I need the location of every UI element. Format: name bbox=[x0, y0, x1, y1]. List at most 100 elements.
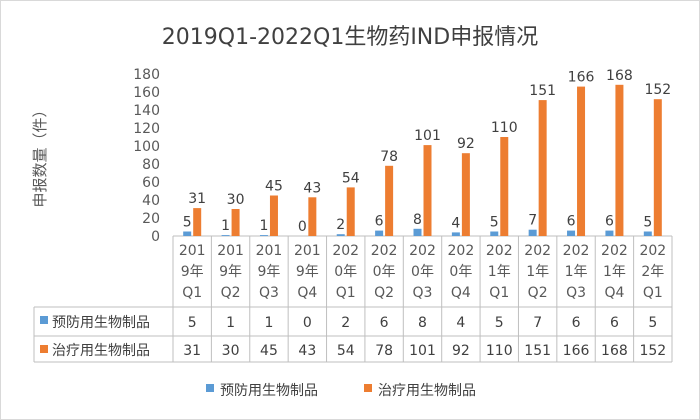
data-label-治疗用生物制品: 101 bbox=[414, 128, 441, 144]
y-tick-label: 40 bbox=[142, 193, 160, 209]
x-tick-label: 202 bbox=[409, 243, 436, 259]
y-tick-label: 60 bbox=[142, 175, 160, 191]
data-label-预防用生物制品: 5 bbox=[183, 215, 192, 231]
bar-治疗用生物制品 bbox=[385, 165, 394, 236]
x-tick-label: Q1 bbox=[489, 285, 509, 301]
data-label-治疗用生物制品: 110 bbox=[491, 120, 518, 136]
data-label-预防用生物制品: 6 bbox=[605, 214, 614, 230]
bar-预防用生物制品 bbox=[336, 234, 345, 236]
x-tick-label: 9年 bbox=[181, 264, 204, 280]
data-label-预防用生物制品: 5 bbox=[490, 215, 499, 231]
data-label-预防用生物制品: 4 bbox=[451, 215, 460, 231]
x-tick-label: 201 bbox=[217, 243, 244, 259]
table-cell-预防用生物制品: 0 bbox=[303, 315, 312, 331]
bar-治疗用生物制品 bbox=[269, 195, 278, 236]
x-tick-label: Q1 bbox=[643, 285, 663, 301]
x-tick-label: 202 bbox=[486, 243, 513, 259]
data-label-预防用生物制品: 2 bbox=[336, 217, 345, 233]
legend-swatch bbox=[364, 384, 372, 392]
x-tick-label: 0年 bbox=[411, 264, 434, 280]
x-tick-label: 0年 bbox=[449, 264, 472, 280]
table-cell-预防用生物制品: 7 bbox=[533, 315, 542, 331]
table-cell-治疗用生物制品: 30 bbox=[222, 343, 240, 359]
bar-预防用生物制品 bbox=[567, 230, 576, 236]
bar-治疗用生物制品 bbox=[461, 153, 470, 236]
data-label-治疗用生物制品: 92 bbox=[457, 136, 475, 152]
data-label-治疗用生物制品: 78 bbox=[380, 149, 398, 165]
bar-预防用生物制品 bbox=[221, 235, 230, 236]
data-label-治疗用生物制品: 54 bbox=[342, 170, 360, 186]
data-label-预防用生物制品: 8 bbox=[413, 212, 422, 228]
table-cell-治疗用生物制品: 151 bbox=[524, 343, 551, 359]
chart-title: 2019Q1-2022Q1生物药IND申报情况 bbox=[162, 25, 538, 50]
bar-预防用生物制品 bbox=[413, 228, 422, 236]
table-cell-预防用生物制品: 2 bbox=[341, 315, 350, 331]
table-cell-预防用生物制品: 8 bbox=[418, 315, 427, 331]
x-tick-label: 201 bbox=[256, 243, 283, 259]
table-cell-预防用生物制品: 5 bbox=[188, 315, 197, 331]
x-tick-label: 202 bbox=[448, 243, 475, 259]
bar-预防用生物制品 bbox=[490, 231, 499, 236]
table-cell-治疗用生物制品: 166 bbox=[563, 343, 590, 359]
bar-治疗用生物制品 bbox=[346, 187, 355, 236]
x-tick-label: Q4 bbox=[451, 285, 471, 301]
table-cell-治疗用生物制品: 54 bbox=[337, 343, 355, 359]
table-cell-治疗用生物制品: 45 bbox=[260, 343, 278, 359]
data-label-预防用生物制品: 7 bbox=[528, 213, 537, 229]
y-axis-label: 申报数量（件） bbox=[31, 102, 49, 207]
x-tick-label: 9年 bbox=[258, 264, 281, 280]
y-tick-label: 100 bbox=[133, 139, 160, 155]
x-tick-label: 1年 bbox=[526, 264, 549, 280]
bar-治疗用生物制品 bbox=[500, 137, 509, 236]
y-tick-label: 80 bbox=[142, 157, 160, 173]
data-label-治疗用生物制品: 151 bbox=[529, 83, 556, 99]
y-tick-label: 20 bbox=[142, 211, 160, 227]
table-cell-预防用生物制品: 6 bbox=[380, 315, 389, 331]
y-tick-label: 180 bbox=[133, 67, 160, 83]
x-tick-label: Q2 bbox=[221, 285, 241, 301]
bar-治疗用生物制品 bbox=[538, 100, 547, 236]
data-label-治疗用生物制品: 168 bbox=[606, 68, 633, 84]
data-label-治疗用生物制品: 43 bbox=[303, 180, 321, 196]
table-cell-治疗用生物制品: 31 bbox=[183, 343, 201, 359]
data-label-预防用生物制品: 6 bbox=[567, 214, 576, 230]
x-tick-label: Q3 bbox=[566, 285, 586, 301]
x-tick-label: 202 bbox=[332, 243, 359, 259]
x-tick-label: 0年 bbox=[334, 264, 357, 280]
data-label-治疗用生物制品: 152 bbox=[644, 82, 671, 98]
bar-治疗用生物制品 bbox=[615, 84, 624, 236]
table-cell-治疗用生物制品: 101 bbox=[409, 343, 436, 359]
data-label-预防用生物制品: 6 bbox=[375, 214, 384, 230]
data-label-治疗用生物制品: 45 bbox=[265, 179, 283, 195]
x-tick-label: 9年 bbox=[219, 264, 242, 280]
legend-label: 治疗用生物制品 bbox=[378, 383, 476, 399]
x-tick-label: 201 bbox=[179, 243, 206, 259]
bar-预防用生物制品 bbox=[259, 235, 268, 236]
x-tick-label: Q3 bbox=[413, 285, 433, 301]
table-cell-治疗用生物制品: 168 bbox=[601, 343, 628, 359]
table-cell-治疗用生物制品: 152 bbox=[639, 343, 666, 359]
x-tick-label: Q2 bbox=[374, 285, 394, 301]
data-label-预防用生物制品: 1 bbox=[260, 218, 269, 234]
x-tick-label: Q4 bbox=[297, 285, 317, 301]
y-tick-label: 160 bbox=[133, 85, 160, 101]
bar-预防用生物制品 bbox=[605, 230, 614, 236]
table-cell-预防用生物制品: 5 bbox=[495, 315, 504, 331]
x-tick-label: 1年 bbox=[488, 264, 511, 280]
data-label-预防用生物制品: 0 bbox=[298, 219, 307, 235]
x-tick-label: 0年 bbox=[373, 264, 396, 280]
legend-swatch bbox=[206, 384, 214, 392]
table-cell-预防用生物制品: 1 bbox=[226, 315, 235, 331]
data-label-治疗用生物制品: 166 bbox=[568, 70, 595, 86]
data-label-治疗用生物制品: 31 bbox=[188, 191, 206, 207]
bar-预防用生物制品 bbox=[528, 229, 537, 236]
x-tick-label: 1年 bbox=[603, 264, 626, 280]
x-tick-label: Q1 bbox=[336, 285, 356, 301]
table-cell-预防用生物制品: 6 bbox=[610, 315, 619, 331]
x-tick-label: 202 bbox=[563, 243, 590, 259]
x-tick-label: 9年 bbox=[296, 264, 319, 280]
table-cell-治疗用生物制品: 92 bbox=[452, 343, 470, 359]
table-cell-预防用生物制品: 4 bbox=[456, 315, 465, 331]
table-legend-key-治疗用生物制品 bbox=[40, 345, 48, 353]
x-tick-label: Q3 bbox=[259, 285, 279, 301]
